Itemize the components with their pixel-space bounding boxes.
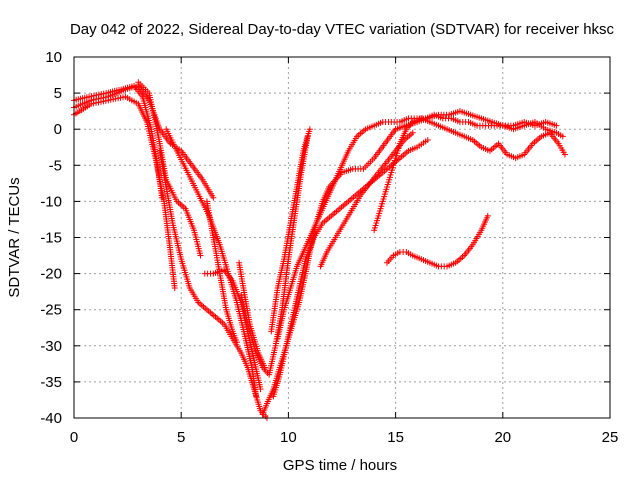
data-point (484, 212, 491, 219)
series-track-6 (156, 147, 270, 421)
x-tick-label: 15 (387, 429, 404, 446)
data-point (559, 133, 566, 140)
data-point (233, 339, 240, 346)
y-axis-title: SDTVAR / TECUs (6, 177, 23, 297)
data-point (561, 151, 568, 158)
y-tick-label: 0 (54, 121, 62, 138)
chart-title: Day 042 of 2022, Sidereal Day-to-day VTE… (70, 21, 615, 38)
data-point (210, 194, 217, 201)
y-tick-label: -10 (40, 193, 62, 210)
data-point (158, 194, 165, 201)
y-tick-label: 5 (54, 85, 62, 102)
data-point (197, 252, 204, 259)
axis-ticks: 0 5 10 15 20 25 -40 -35 -30 -25 -20 -15 -10 -5 0 5 10 (40, 49, 618, 446)
data-point (553, 122, 560, 129)
y-tick-label: -30 (40, 338, 62, 355)
data-point (409, 129, 416, 136)
y-tick-label: -25 (40, 302, 62, 319)
data-point (257, 386, 264, 393)
y-tick-label: 10 (45, 49, 62, 66)
y-tick-label: -5 (49, 157, 62, 174)
y-tick-label: -15 (40, 230, 62, 247)
x-tick-label: 0 (70, 429, 78, 446)
y-tick-label: -40 (40, 410, 62, 427)
series-track-15 (317, 129, 416, 270)
series-track-16 (371, 115, 568, 234)
data-point (306, 126, 313, 133)
data-point (171, 285, 178, 292)
x-tick-label: 20 (494, 429, 511, 446)
data-point (424, 137, 431, 144)
grid (74, 57, 610, 418)
x-tick-label: 5 (177, 429, 185, 446)
x-tick-label: 25 (602, 429, 619, 446)
series-track-18 (384, 212, 491, 270)
series-track-12 (270, 137, 431, 400)
x-tick-label: 10 (280, 429, 297, 446)
data-points (71, 79, 568, 421)
x-axis-title: GPS time / hours (283, 457, 397, 474)
series-track-17 (392, 108, 566, 140)
y-tick-label: -35 (40, 374, 62, 391)
y-tick-label: -20 (40, 266, 62, 283)
series-track-13 (268, 126, 313, 335)
series-track-8 (203, 198, 240, 346)
